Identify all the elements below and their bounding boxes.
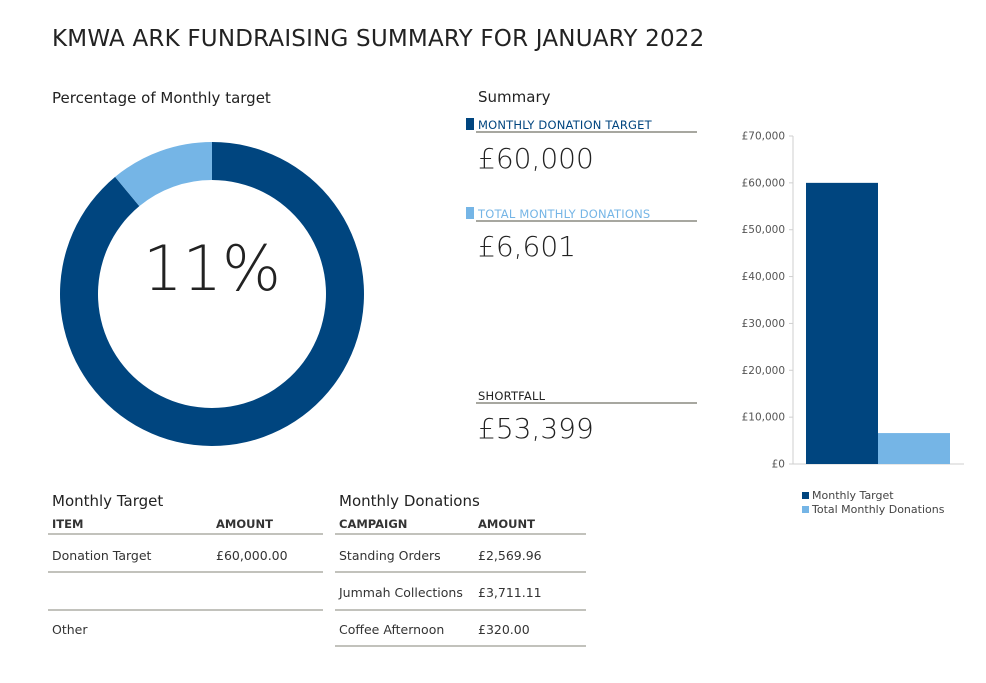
donut-percent-label: 11% bbox=[143, 232, 281, 305]
legend-label: Total Monthly Donations bbox=[811, 503, 945, 516]
donut-achieved-segment bbox=[115, 142, 212, 207]
donations-swatch bbox=[466, 207, 474, 219]
y-tick-label: £10,000 bbox=[742, 412, 785, 424]
col-head-amount: AMOUNT bbox=[478, 517, 535, 531]
table-rule bbox=[48, 533, 323, 535]
y-tick-label: £0 bbox=[772, 459, 785, 471]
shortfall-label: SHORTFALL bbox=[478, 389, 546, 403]
col-head-amount: AMOUNT bbox=[216, 517, 273, 531]
percentage-donut-chart bbox=[59, 142, 364, 447]
table-rule bbox=[335, 533, 586, 535]
bar-total-donations bbox=[878, 433, 950, 464]
shortfall-value: £53,399 bbox=[478, 412, 594, 445]
target-row-amount: £60,000.00 bbox=[216, 548, 288, 563]
page-title: KMWA ARK FUNDRAISING SUMMARY FOR JANUARY… bbox=[52, 26, 705, 52]
bar-monthly-target bbox=[806, 182, 878, 464]
table-rule bbox=[48, 571, 323, 573]
y-tick-label: £60,000 bbox=[742, 177, 785, 189]
target-swatch bbox=[466, 118, 474, 130]
table-rule bbox=[335, 571, 586, 573]
target-row-item: Donation Target bbox=[52, 548, 152, 563]
y-tick-label: £30,000 bbox=[742, 318, 785, 330]
col-head-campaign: CAMPAIGN bbox=[339, 517, 408, 531]
y-tick-label: £40,000 bbox=[742, 271, 785, 283]
table-rule bbox=[335, 645, 586, 647]
y-tick-label: £50,000 bbox=[742, 224, 785, 236]
donation-row-amount: £3,711.11 bbox=[478, 585, 542, 600]
monthly-target-heading: Monthly Target bbox=[52, 492, 164, 510]
target-value: £60,000 bbox=[478, 142, 594, 175]
col-head-item: ITEM bbox=[52, 517, 84, 531]
donations-label: TOTAL MONTHLY DONATIONS bbox=[478, 207, 651, 221]
donation-row-campaign: Standing Orders bbox=[339, 548, 441, 563]
target-row-item: Other bbox=[52, 622, 88, 637]
legend-swatch bbox=[802, 492, 809, 499]
monthly-donations-heading: Monthly Donations bbox=[339, 492, 480, 510]
donut-heading: Percentage of Monthly target bbox=[52, 89, 271, 107]
shortfall-divider bbox=[476, 402, 697, 404]
summary-heading: Summary bbox=[478, 88, 551, 106]
donations-value: £6,601 bbox=[478, 230, 576, 263]
legend-label: Monthly Target bbox=[812, 489, 894, 502]
donation-row-campaign: Coffee Afternoon bbox=[339, 622, 445, 637]
target-label: MONTHLY DONATION TARGET bbox=[478, 118, 652, 132]
donations-divider bbox=[476, 220, 697, 222]
table-rule bbox=[48, 609, 323, 611]
y-tick-label: £20,000 bbox=[742, 365, 785, 377]
donation-row-amount: £2,569.96 bbox=[478, 548, 542, 563]
y-tick-label: £70,000 bbox=[742, 131, 785, 143]
target-divider bbox=[476, 131, 697, 133]
target-vs-donations-bar-chart: £0 £10,000 £20,000 £30,000 £40,000 £50,000 £60… bbox=[742, 131, 964, 516]
table-rule bbox=[335, 609, 586, 611]
donation-row-campaign: Jummah Collections bbox=[339, 585, 463, 600]
legend-swatch bbox=[802, 506, 809, 513]
donation-row-amount: £320.00 bbox=[478, 622, 530, 637]
